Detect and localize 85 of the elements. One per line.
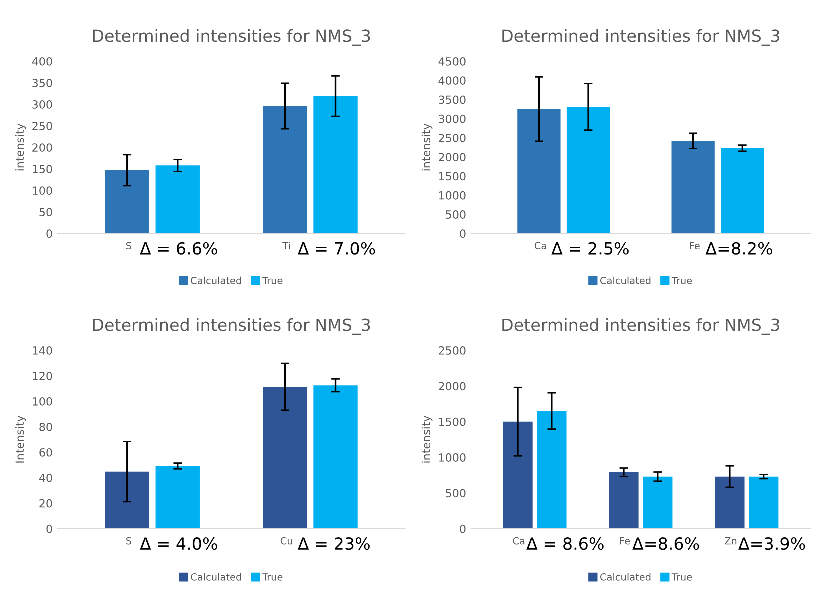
bar bbox=[537, 411, 567, 529]
y-tick-label: 60 bbox=[40, 448, 52, 457]
bar bbox=[749, 476, 779, 529]
bar bbox=[518, 109, 561, 234]
text: Δ=8.2% bbox=[706, 242, 772, 255]
y-tick-label: 4500 bbox=[438, 57, 466, 66]
legend-label: True bbox=[262, 574, 283, 581]
x-tick-label: S bbox=[126, 242, 132, 250]
text: Δ = 8.6% bbox=[526, 538, 604, 550]
legend-label: True bbox=[672, 574, 692, 581]
y-axis-title: intensity bbox=[16, 124, 26, 171]
bar bbox=[314, 96, 358, 234]
y-tick-label: 400 bbox=[32, 57, 52, 66]
bar bbox=[566, 107, 610, 234]
y-tick-label: 2000 bbox=[439, 382, 466, 391]
text: Δ = 4.0% bbox=[140, 538, 218, 550]
bar bbox=[263, 106, 308, 234]
y-tick-label: 40 bbox=[39, 474, 52, 482]
y-tick-label: 100 bbox=[33, 186, 52, 196]
y-tick-label: 50 bbox=[40, 208, 52, 217]
x-tick-label: Ca bbox=[513, 537, 525, 545]
y-tick-label: 0 bbox=[460, 524, 466, 534]
bar bbox=[721, 148, 764, 234]
y-tick-label: 4000 bbox=[438, 76, 466, 86]
y-tick-label: 200 bbox=[32, 144, 52, 152]
y-tick-label: 3000 bbox=[439, 114, 466, 124]
y-tick-label: 2500 bbox=[439, 134, 466, 142]
y-tick-label: 3500 bbox=[439, 96, 466, 104]
legend-label: Calculated bbox=[191, 276, 242, 284]
y-tick-label: 1500 bbox=[439, 172, 466, 181]
y-tick-label: 0 bbox=[46, 230, 52, 238]
legend-label: True bbox=[262, 277, 283, 284]
chart-title: Determined intensities for NMS_3 bbox=[93, 29, 370, 46]
y-axis-title: intensity bbox=[422, 124, 433, 171]
y-tick-label: 0 bbox=[460, 230, 466, 238]
x-tick-label: Fe bbox=[620, 538, 630, 545]
y-tick-label: 300 bbox=[32, 100, 52, 109]
bar bbox=[314, 386, 358, 529]
bar bbox=[105, 170, 150, 234]
y-tick-label: 0 bbox=[46, 524, 52, 534]
legend-label: True bbox=[672, 277, 692, 284]
x-tick-label: Ca bbox=[534, 242, 546, 250]
bar bbox=[156, 466, 200, 529]
y-tick-label: 500 bbox=[446, 489, 466, 498]
text: Δ=8.6% bbox=[632, 538, 700, 550]
legend-label: Calculated bbox=[600, 276, 651, 284]
bar bbox=[503, 422, 533, 529]
text: Δ = 6.6% bbox=[140, 242, 218, 255]
text: Δ=3.9% bbox=[738, 538, 806, 550]
y-tick-label: 150 bbox=[33, 165, 52, 174]
bar bbox=[156, 166, 200, 234]
y-axis-title: intensity bbox=[422, 416, 433, 463]
y-tick-label: 2500 bbox=[439, 346, 466, 355]
x-tick-label: Ti bbox=[282, 242, 290, 250]
bar bbox=[643, 476, 673, 529]
x-tick-label: S bbox=[126, 537, 132, 545]
y-tick-label: 1000 bbox=[439, 454, 466, 462]
y-tick-label: 140 bbox=[33, 346, 52, 355]
bar bbox=[105, 472, 150, 529]
bar bbox=[263, 386, 308, 529]
y-tick-label: 100 bbox=[33, 397, 52, 406]
x-tick-label: Zn bbox=[725, 538, 737, 545]
chart-title: Determined intensities for NMS_3 bbox=[93, 318, 370, 336]
y-axis-title: Intensity bbox=[16, 416, 26, 463]
y-tick-label: 250 bbox=[32, 122, 52, 130]
chart-title: Determined intensities for NMS_3 bbox=[502, 29, 780, 46]
text: Δ = 23% bbox=[298, 538, 370, 550]
bar bbox=[609, 472, 639, 529]
chart-title: Determined intensities for NMS_3 bbox=[502, 318, 780, 336]
y-tick-label: 1500 bbox=[439, 418, 466, 426]
text: Δ = 7.0% bbox=[298, 242, 376, 255]
x-tick-label: Fe bbox=[690, 242, 700, 250]
bar bbox=[715, 476, 745, 529]
y-tick-label: 500 bbox=[446, 210, 466, 219]
text: Δ = 2.5% bbox=[552, 242, 629, 255]
y-tick-label: 2000 bbox=[439, 153, 466, 162]
legend-label: Calculated bbox=[600, 573, 651, 581]
y-tick-label: 80 bbox=[40, 422, 52, 432]
y-tick-label: 1000 bbox=[439, 191, 466, 200]
y-tick-label: 20 bbox=[40, 499, 52, 508]
x-tick-label: Cu bbox=[280, 537, 292, 545]
legend-label: Calculated bbox=[191, 573, 242, 581]
bar bbox=[672, 141, 715, 234]
y-tick-label: 350 bbox=[32, 79, 52, 88]
y-tick-label: 120 bbox=[33, 372, 52, 380]
